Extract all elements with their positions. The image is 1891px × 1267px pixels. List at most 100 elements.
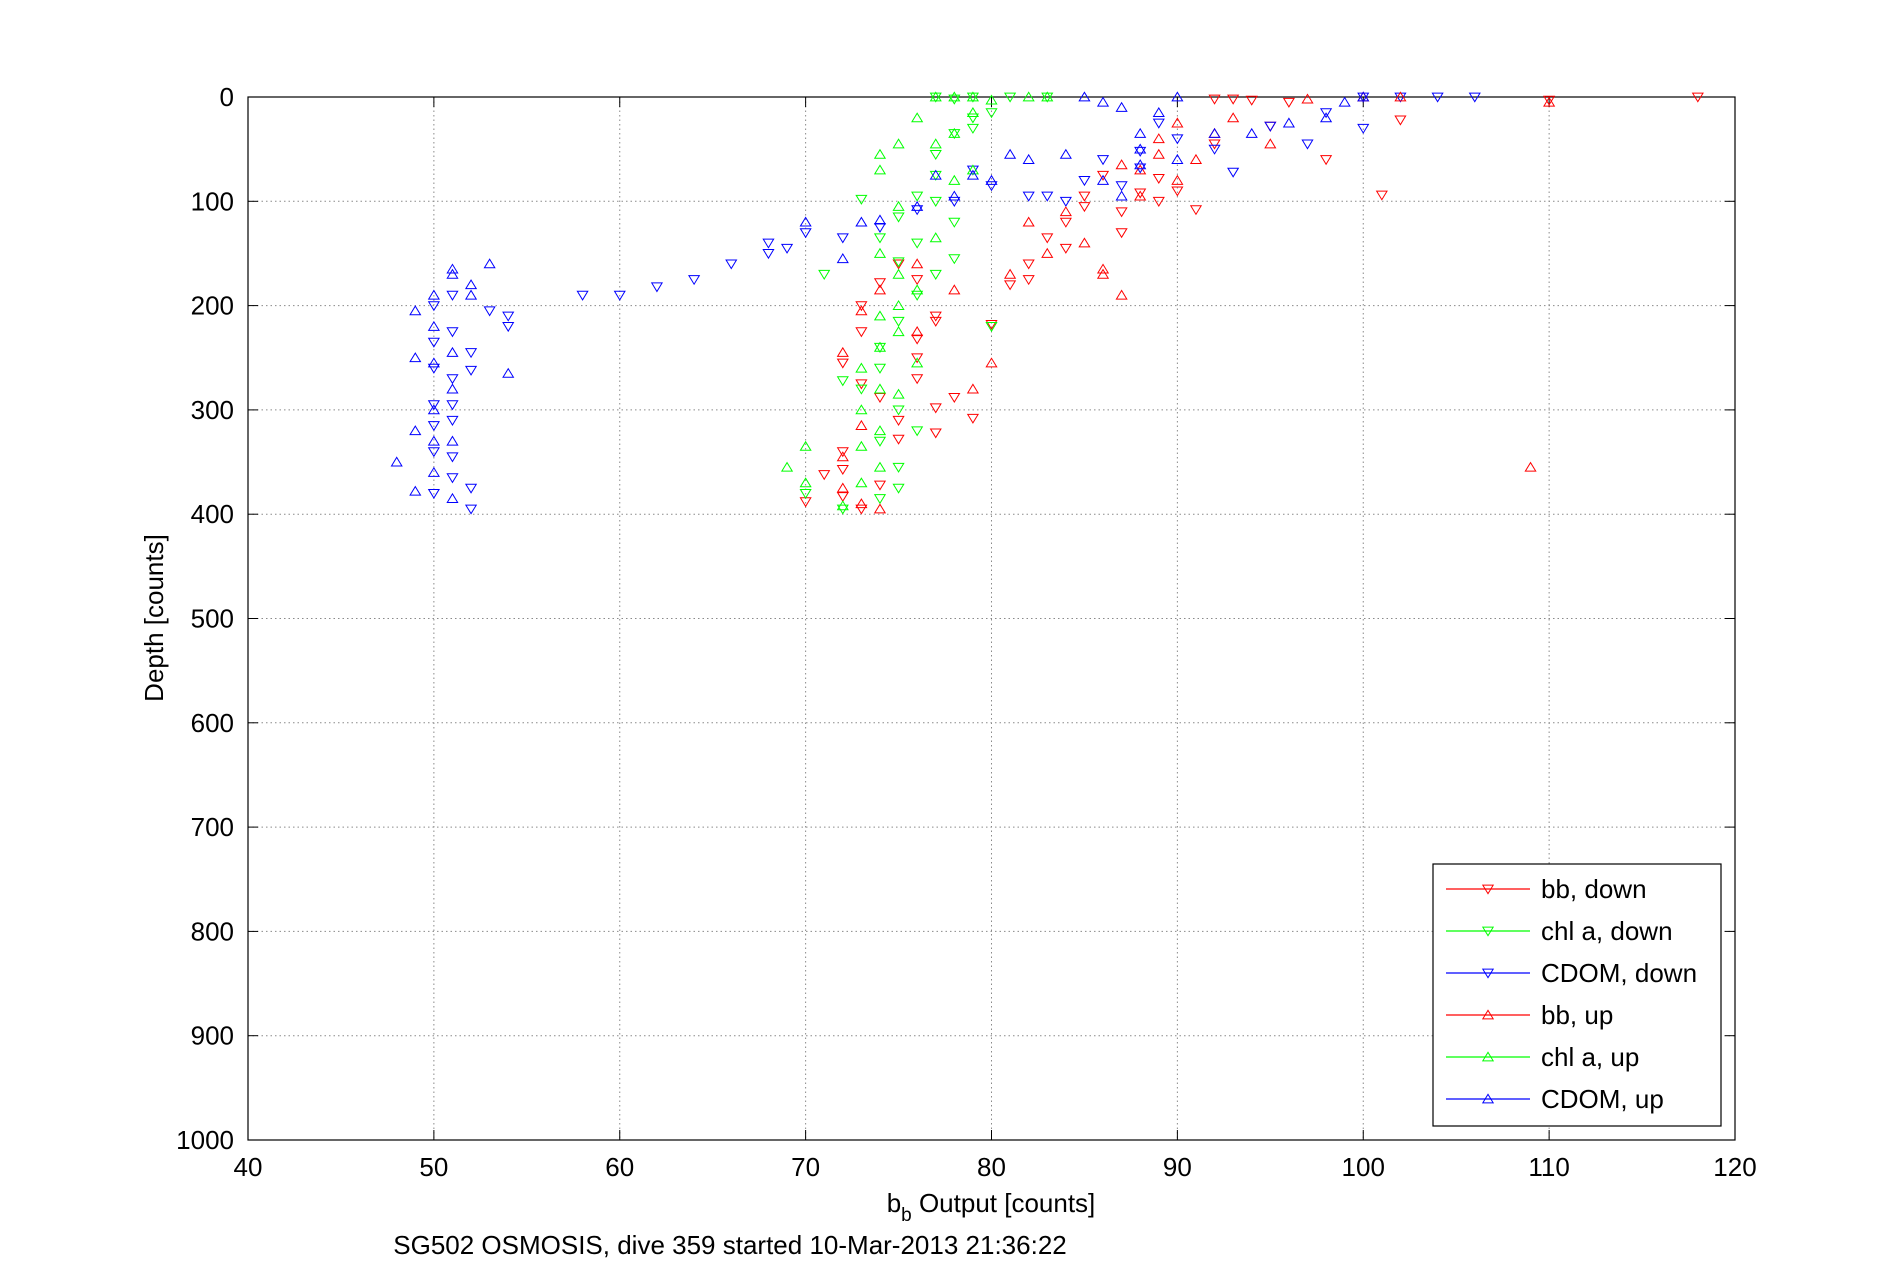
data-point <box>799 228 812 239</box>
data-point <box>892 405 905 416</box>
data-point <box>576 290 589 301</box>
series-0 <box>799 92 1704 515</box>
x-tick-label: 50 <box>419 1152 448 1182</box>
data-point <box>464 279 478 290</box>
data-point <box>1282 97 1295 108</box>
data-point <box>818 470 831 481</box>
legend-marker <box>1481 884 1495 895</box>
data-point <box>1431 92 1444 103</box>
data-point <box>1524 461 1537 472</box>
data-point <box>1134 164 1147 175</box>
x-tick-label: 90 <box>1163 1152 1192 1182</box>
data-point <box>985 181 998 192</box>
data-point <box>1171 174 1184 185</box>
data-point <box>873 363 887 374</box>
x-tick-label: 40 <box>234 1152 263 1182</box>
data-point <box>1078 91 1091 102</box>
data-point <box>911 290 924 301</box>
data-point <box>1171 134 1184 145</box>
legend-entry: bb, down <box>1446 874 1647 904</box>
data-point <box>836 447 849 458</box>
data-point <box>873 436 887 447</box>
data-point <box>836 358 849 369</box>
data-point <box>966 169 980 180</box>
data-point <box>464 483 478 494</box>
y-tick-label: 500 <box>191 604 234 634</box>
legend-label: CDOM, up <box>1541 1084 1664 1114</box>
data-point <box>855 440 868 451</box>
data-point <box>1041 233 1054 244</box>
data-point <box>427 320 440 331</box>
data-point <box>892 462 905 473</box>
data-point <box>1208 127 1221 138</box>
data-point <box>1059 243 1072 254</box>
data-point <box>1375 190 1388 201</box>
y-tick-label: 300 <box>191 395 234 425</box>
data-point <box>1394 115 1407 126</box>
data-point <box>929 311 942 322</box>
data-point <box>948 91 961 102</box>
data-point <box>855 404 868 415</box>
x-tick-label: 70 <box>791 1152 820 1182</box>
data-point <box>1171 153 1184 164</box>
data-point <box>873 503 887 514</box>
data-point <box>1543 96 1556 107</box>
data-point <box>929 149 942 161</box>
data-point <box>446 435 459 446</box>
data-point <box>1134 146 1147 157</box>
data-point <box>892 138 905 149</box>
data-point <box>1152 196 1165 207</box>
data-point <box>966 413 980 424</box>
data-point <box>464 289 478 300</box>
legend-label: CDOM, down <box>1541 958 1697 988</box>
data-point <box>1264 121 1277 132</box>
data-point <box>1152 148 1165 159</box>
data-point <box>1227 112 1240 123</box>
data-point <box>911 284 924 295</box>
data-point <box>873 278 887 289</box>
data-point <box>911 238 924 249</box>
data-point <box>1078 176 1091 187</box>
data-point <box>911 374 924 385</box>
data-point <box>873 310 887 321</box>
y-tick-label: 600 <box>191 708 234 738</box>
data-point <box>688 275 701 286</box>
data-point <box>427 337 440 348</box>
legend-label: bb, up <box>1541 1000 1613 1030</box>
data-point <box>948 284 961 295</box>
y-tick-label: 1000 <box>176 1125 234 1155</box>
data-point <box>390 456 403 467</box>
y-tick-label: 900 <box>191 1021 234 1051</box>
data-point <box>725 259 738 270</box>
data-point <box>1096 96 1110 107</box>
data-point <box>1134 159 1147 170</box>
data-point <box>1171 91 1184 102</box>
data-point <box>1394 91 1407 102</box>
legend-entry: bb, up <box>1446 1000 1613 1030</box>
legend-marker <box>1481 926 1495 937</box>
legend-marker <box>1481 1051 1495 1062</box>
data-point <box>855 216 868 227</box>
data-point <box>762 238 775 249</box>
data-point <box>873 284 887 295</box>
x-tick-labels: 40 50 60 70 80 90 100 110 120 <box>234 1152 1757 1182</box>
data-point <box>1189 153 1203 164</box>
data-point <box>1227 94 1240 105</box>
data-point <box>1171 186 1184 197</box>
data-point <box>1134 143 1147 154</box>
data-point <box>427 435 440 446</box>
data-point <box>873 341 887 352</box>
data-point <box>911 326 924 337</box>
y-tick-label: 100 <box>191 186 234 216</box>
data-point <box>446 415 459 426</box>
data-point <box>836 346 849 357</box>
data-point <box>985 319 998 331</box>
data-point <box>892 415 905 426</box>
data-point <box>446 400 459 411</box>
data-point <box>948 392 961 404</box>
legend-label: chl a, down <box>1541 916 1673 946</box>
x-tick-label: 120 <box>1713 1152 1756 1182</box>
data-point <box>446 452 459 463</box>
series-2 <box>427 92 1481 515</box>
data-point <box>911 112 924 123</box>
